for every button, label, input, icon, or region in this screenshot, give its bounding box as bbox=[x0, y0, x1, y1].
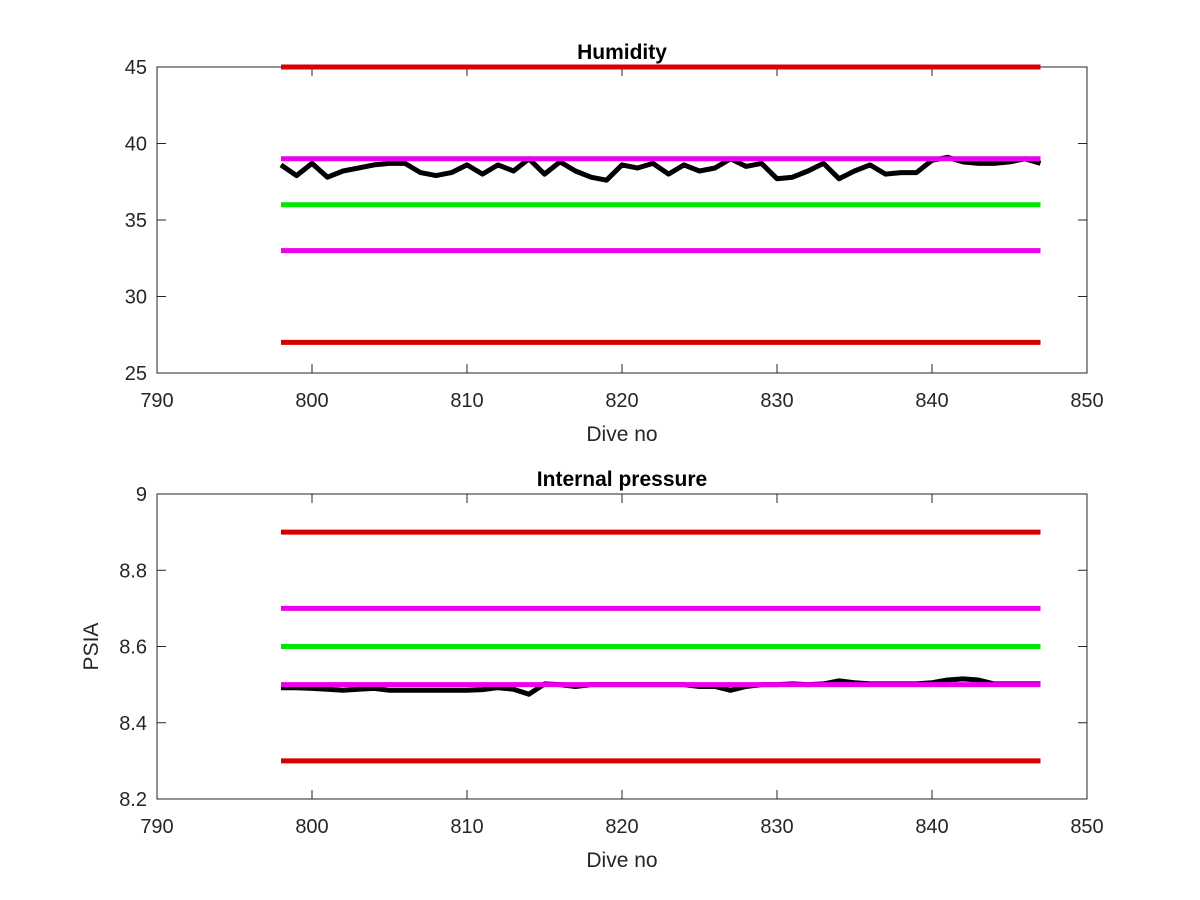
chart-1-ylabel: PSIA bbox=[80, 623, 103, 671]
chart-1-ytick-label: 8.2 bbox=[119, 789, 147, 811]
chart-0-axes-box bbox=[156, 66, 1088, 374]
chart-1-ytick-label: 9 bbox=[136, 484, 147, 506]
chart-1-ytick-label: 8.8 bbox=[119, 560, 147, 582]
chart-0-xtick-label: 830 bbox=[760, 390, 793, 412]
chart-1-xtick-label: 830 bbox=[760, 816, 793, 838]
chart-1-ytick-label: 8.4 bbox=[119, 713, 147, 735]
chart-0-xtick-label: 820 bbox=[605, 390, 638, 412]
chart-0-xlabel: Dive no bbox=[586, 423, 657, 446]
chart-0-xtick-label: 790 bbox=[140, 390, 173, 412]
chart-1-ytick-label: 8.6 bbox=[119, 637, 147, 659]
chart-0-ytick-label: 25 bbox=[125, 363, 147, 385]
chart-0-xtick-label: 840 bbox=[915, 390, 948, 412]
internal-pressure-plot: 790 800 810 820 830 840 850 8.2 8.4 8.6 8.8 9 Intern… bbox=[80, 468, 1104, 872]
chart-1-xtick-label: 850 bbox=[1070, 816, 1103, 838]
chart-1-xlabel: Dive no bbox=[586, 849, 657, 872]
chart-1-xtick-label: 840 bbox=[915, 816, 948, 838]
chart-0-xtick-label: 810 bbox=[450, 390, 483, 412]
chart-0-xtick-label: 800 bbox=[295, 390, 328, 412]
chart-0-title: Humidity bbox=[577, 41, 667, 64]
chart-0-xtick-label: 850 bbox=[1070, 390, 1103, 412]
chart-1-xtick-label: 790 bbox=[140, 816, 173, 838]
chart-1-xtick-label: 820 bbox=[605, 816, 638, 838]
chart-0-ytick-label: 45 bbox=[125, 57, 147, 79]
chart-0-data-series-line bbox=[279, 154, 1042, 183]
chart-1-title: Internal pressure bbox=[537, 468, 707, 491]
chart-0-ytick-label: 40 bbox=[125, 134, 147, 156]
chart-1-xtick-label: 810 bbox=[450, 816, 483, 838]
chart-0-ytick-label: 30 bbox=[125, 287, 147, 309]
chart-0-ytick-label: 35 bbox=[125, 210, 147, 232]
chart-1-xtick-label: 800 bbox=[295, 816, 328, 838]
humidity-plot: 790 800 810 820 830 840 850 25 30 35 40 45 Humidity D… bbox=[125, 41, 1104, 446]
